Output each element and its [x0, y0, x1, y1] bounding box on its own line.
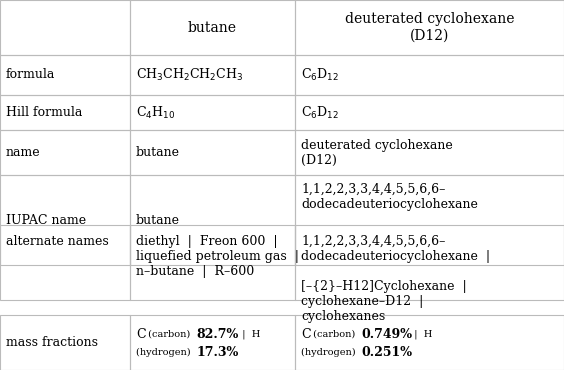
Text: butane: butane: [188, 20, 237, 34]
Bar: [130, 55, 295, 95]
Text: (hydrogen): (hydrogen): [301, 348, 359, 357]
Bar: [295, 0, 564, 55]
Bar: [0, 175, 130, 265]
Text: (carbon): (carbon): [310, 330, 358, 339]
Text: 82.7%: 82.7%: [196, 328, 238, 341]
Text: C$_6$D$_{12}$: C$_6$D$_{12}$: [301, 67, 339, 83]
Text: 0.251%: 0.251%: [361, 346, 412, 359]
Bar: [0, 130, 130, 175]
Bar: [0, 55, 130, 95]
Text: |  H: | H: [236, 330, 261, 339]
Bar: [0, 225, 130, 300]
Text: CH$_3$CH$_2$CH$_2$CH$_3$: CH$_3$CH$_2$CH$_2$CH$_3$: [136, 67, 243, 83]
Text: IUPAC name: IUPAC name: [6, 213, 86, 226]
Text: (hydrogen): (hydrogen): [136, 348, 194, 357]
Bar: [130, 315, 295, 370]
Text: 17.3%: 17.3%: [196, 346, 238, 359]
Text: |  H: | H: [408, 330, 433, 339]
Text: Hill formula: Hill formula: [6, 106, 82, 119]
Text: C$_4$H$_{10}$: C$_4$H$_{10}$: [136, 104, 175, 121]
Bar: [295, 315, 564, 370]
Bar: [0, 95, 130, 130]
Bar: [0, 315, 130, 370]
Text: mass fractions: mass fractions: [6, 336, 98, 349]
Text: 1,1,2,2,3,3,4,4,5,5,6,6–
dodecadeuteriocyclohexane  |

[–{2}–H12]Cyclohexane  |
: 1,1,2,2,3,3,4,4,5,5,6,6– dodecadeuterioc…: [301, 235, 490, 323]
Bar: [295, 225, 564, 300]
Text: name: name: [6, 146, 41, 159]
Bar: [130, 225, 295, 300]
Text: C: C: [301, 328, 311, 341]
Text: C$_6$D$_{12}$: C$_6$D$_{12}$: [301, 104, 339, 121]
Text: deuterated cyclohexane
(D12): deuterated cyclohexane (D12): [301, 138, 453, 166]
Text: 0.749%: 0.749%: [361, 328, 412, 341]
Bar: [130, 175, 295, 265]
Text: butane: butane: [136, 146, 180, 159]
Bar: [130, 0, 295, 55]
Bar: [0, 0, 130, 55]
Text: C: C: [136, 328, 146, 341]
Bar: [130, 130, 295, 175]
Bar: [295, 55, 564, 95]
Text: 1,1,2,2,3,3,4,4,5,5,6,6–
dodecadeuteriocyclohexane: 1,1,2,2,3,3,4,4,5,5,6,6– dodecadeuterioc…: [301, 183, 478, 211]
Text: deuterated cyclohexane
(D12): deuterated cyclohexane (D12): [345, 13, 514, 43]
Text: (carbon): (carbon): [145, 330, 193, 339]
Text: butane: butane: [136, 213, 180, 226]
Bar: [295, 95, 564, 130]
Bar: [295, 130, 564, 175]
Text: formula: formula: [6, 68, 55, 81]
Bar: [295, 175, 564, 265]
Bar: [130, 95, 295, 130]
Text: diethyl  |  Freon 600  |
liquefied petroleum gas  |
n–butane  |  R–600: diethyl | Freon 600 | liquefied petroleu…: [136, 235, 299, 278]
Text: alternate names: alternate names: [6, 235, 109, 248]
